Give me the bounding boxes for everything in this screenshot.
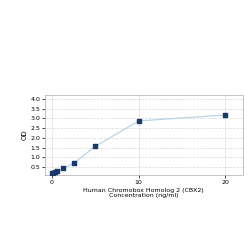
X-axis label: Human Chromobox Homolog 2 (CBX2)
Concentration (ng/ml): Human Chromobox Homolog 2 (CBX2) Concent… — [84, 188, 204, 198]
Point — [51, 171, 55, 175]
Point — [61, 166, 65, 170]
Point — [72, 161, 76, 165]
Point — [136, 119, 140, 123]
Point — [55, 169, 59, 173]
Point — [223, 113, 227, 117]
Point — [93, 144, 97, 148]
Point — [53, 170, 57, 174]
Y-axis label: OD: OD — [22, 130, 28, 140]
Point — [50, 171, 54, 175]
